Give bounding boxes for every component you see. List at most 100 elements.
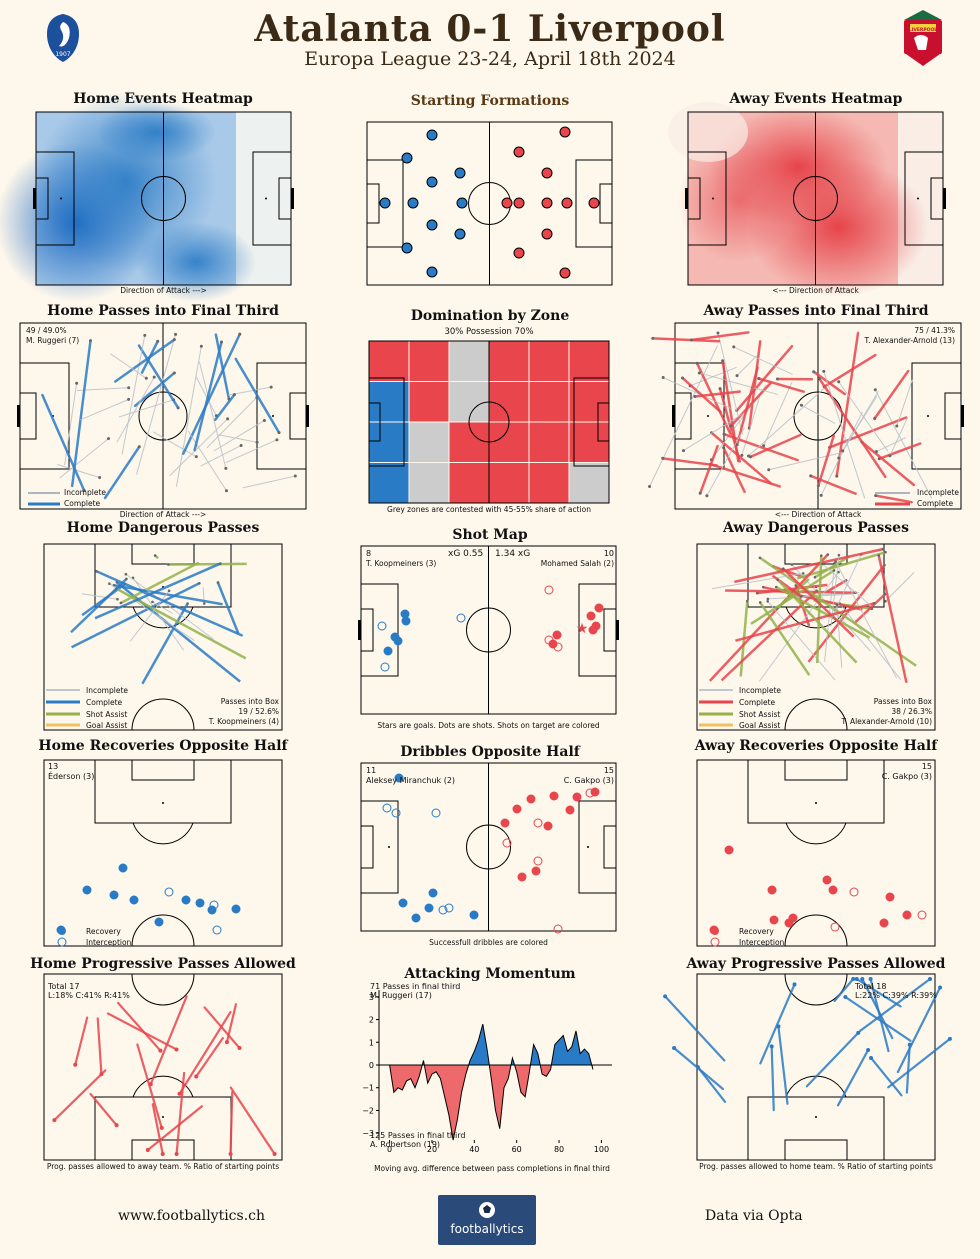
- away-shot: [586, 611, 596, 621]
- complete-pass: [822, 353, 877, 388]
- away-dang-legend-goal: Goal Assist: [739, 721, 781, 730]
- home-dang-box-label: Passes into Box: [220, 697, 279, 706]
- home-player-marker: [426, 176, 438, 188]
- page-title: Atalanta 0-1 Liverpool: [254, 8, 726, 50]
- pass-end-dot: [757, 377, 761, 381]
- pass-end-dot: [819, 493, 823, 497]
- away-dang-box-label: Passes into Box: [873, 697, 932, 706]
- pass-end-dot: [695, 361, 699, 365]
- pass-end-dot: [176, 406, 180, 410]
- home-dribble: [444, 903, 454, 913]
- away-heatmap: [668, 102, 946, 297]
- home-recovery: [109, 890, 119, 900]
- pass-end-dot: [841, 449, 845, 453]
- dangerous-pass: [216, 582, 240, 635]
- complete-pass: [817, 434, 836, 487]
- dribbles-title: Dribbles Opposite Half: [400, 744, 580, 760]
- away-player-marker: [501, 197, 513, 209]
- incomplete-pass: [200, 444, 242, 467]
- pass-end-dot: [174, 332, 178, 336]
- away-prog-caption: Prog. passes allowed to home team. % Rat…: [699, 1162, 933, 1171]
- away-player-marker: [513, 247, 525, 259]
- complete-pass: [878, 442, 922, 460]
- progressive-pass: [151, 1103, 164, 1156]
- pass-end-dot: [238, 332, 242, 336]
- progressive-pass: [855, 977, 902, 1008]
- dangerous-pass: [708, 553, 829, 682]
- zone-cell: [368, 381, 410, 423]
- incomplete-pass: [57, 464, 101, 478]
- pass-end-dot: [159, 1125, 164, 1130]
- pass-end-dot: [745, 599, 749, 603]
- away-player-marker: [559, 126, 571, 138]
- pass-end-dot: [868, 977, 873, 981]
- pass-end-dot: [874, 450, 878, 454]
- pass-end-dot: [293, 474, 297, 478]
- home-recovery: [207, 905, 217, 915]
- pass-end-dot: [160, 1152, 165, 1156]
- complete-pass: [722, 446, 746, 493]
- liverpool-momentum-area: [389, 1065, 593, 1140]
- home-recovery: [118, 863, 128, 873]
- away-player-marker: [559, 267, 571, 279]
- complete-pass: [749, 433, 802, 459]
- pass-end-dot: [145, 1148, 150, 1153]
- home-dang-legend-goal: Goal Assist: [86, 721, 128, 730]
- dangerous-pass: [759, 556, 917, 667]
- zone-cell: [568, 462, 610, 504]
- home-dangerous-title: Home Dangerous Passes: [66, 520, 260, 536]
- pass-end-dot: [877, 554, 881, 557]
- pass-end-dot: [124, 572, 128, 576]
- home-dribble: [394, 773, 404, 783]
- complete-pass: [835, 331, 860, 478]
- home-shot: [393, 636, 403, 646]
- pass-end-dot: [177, 1091, 182, 1096]
- home-recovery: [164, 887, 174, 897]
- dangerous-pass: [877, 555, 908, 684]
- x-tick-label: 80: [554, 1145, 564, 1154]
- footer-source: Data via Opta: [705, 1208, 803, 1224]
- pass-end-dot: [172, 338, 176, 342]
- pass-end-dot: [774, 585, 778, 589]
- dangerous-pass: [70, 578, 128, 634]
- complete-pass: [140, 340, 159, 374]
- pass-end-dot: [801, 572, 805, 575]
- dangerous-pass: [152, 601, 173, 614]
- momentum-line: [389, 1023, 594, 1141]
- complete-pass: [710, 431, 773, 485]
- dangerous-pass: [120, 561, 200, 605]
- pass-end-dot: [137, 445, 141, 449]
- dangerous-pass: [759, 601, 811, 676]
- away-rec-player: C. Gakpo (3): [881, 772, 932, 781]
- pass-end-dot: [766, 599, 769, 603]
- incomplete-pass: [768, 451, 845, 471]
- away-shot: [588, 625, 598, 635]
- pass-end-dot: [837, 570, 840, 574]
- incomplete-pass: [763, 381, 793, 447]
- momentum-title: Attacking Momentum: [404, 966, 576, 982]
- away-dribble: [526, 794, 536, 804]
- pass-end-dot: [194, 455, 198, 459]
- home-player-marker: [426, 129, 438, 141]
- home-dangerous-map: [43, 543, 283, 731]
- dangerous-pass: [853, 593, 886, 625]
- pass-end-dot: [151, 600, 154, 604]
- home-recovery: [231, 904, 241, 914]
- home-recovery: [129, 895, 139, 905]
- progressive-pass: [136, 1043, 163, 1129]
- pass-end-dot: [722, 432, 726, 436]
- complete-pass: [182, 332, 242, 455]
- domination-grid: [368, 340, 610, 504]
- zone-cell: [368, 462, 410, 504]
- dangerous-pass: [782, 567, 855, 638]
- away-ft-caption: <--- Direction of Attack: [774, 510, 862, 519]
- dangerous-pass: [71, 582, 200, 649]
- complete-pass: [661, 457, 718, 467]
- footer-website[interactable]: www.footballytics.ch: [118, 1208, 266, 1224]
- y-tick-label: −1: [362, 1084, 374, 1093]
- pass-end-dot: [698, 491, 702, 495]
- complete-pass: [809, 474, 857, 495]
- pass-end-dot: [790, 563, 794, 566]
- incomplete-pass: [733, 346, 793, 375]
- pass-end-dot: [228, 1152, 233, 1156]
